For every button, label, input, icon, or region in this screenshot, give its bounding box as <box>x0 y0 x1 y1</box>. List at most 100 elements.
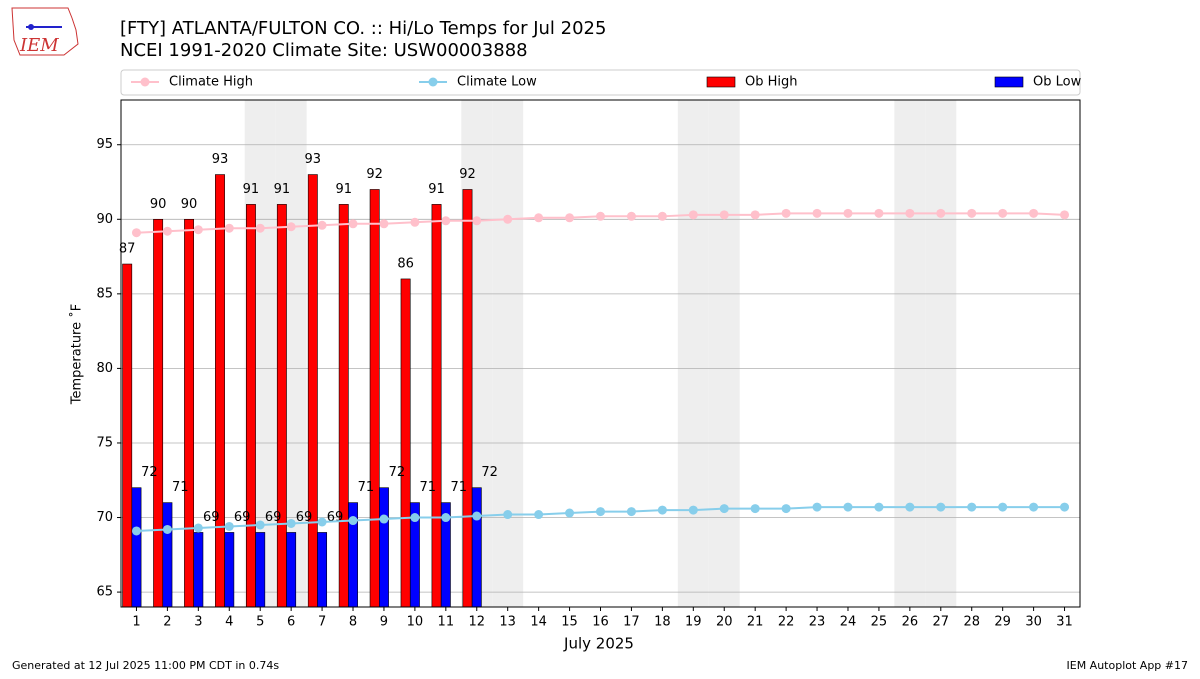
line-marker <box>750 210 760 220</box>
x-tick-label: 11 <box>438 615 455 630</box>
line-marker <box>874 502 884 512</box>
bar <box>462 189 473 608</box>
line-marker <box>812 502 822 512</box>
x-tick-label: 17 <box>623 615 640 630</box>
line-marker <box>905 208 915 218</box>
x-tick-label: 22 <box>778 615 795 630</box>
footer-left: Generated at 12 Jul 2025 11:00 PM CDT in… <box>12 659 279 672</box>
x-tick-label: 23 <box>809 615 826 630</box>
line-marker <box>967 502 977 512</box>
line-marker <box>534 510 544 520</box>
legend-swatch <box>428 77 438 87</box>
line-marker <box>193 523 203 533</box>
x-tick-label: 10 <box>407 615 424 630</box>
plot-frame <box>120 99 1081 608</box>
bar-value-label: 93 <box>305 152 322 167</box>
bar <box>245 204 256 608</box>
line-marker <box>410 513 420 523</box>
line-marker <box>441 513 451 523</box>
y-tick-label: 85 <box>96 286 113 301</box>
weekend-shade <box>925 100 957 607</box>
line-marker <box>534 213 544 223</box>
bar <box>193 532 204 608</box>
line-marker <box>843 502 853 512</box>
bar <box>184 218 194 608</box>
bar-value-label: 69 <box>203 510 220 525</box>
line-marker <box>503 214 513 224</box>
line-marker <box>317 220 327 230</box>
line-marker <box>688 505 698 515</box>
line-marker <box>224 521 234 531</box>
bar-value-label: 92 <box>366 167 383 182</box>
line-marker <box>998 208 1008 218</box>
line-marker <box>596 211 605 221</box>
line-marker <box>162 226 172 236</box>
line-marker <box>131 228 141 238</box>
x-tick-label: 1 <box>132 615 140 630</box>
logo: IEM <box>11 7 79 56</box>
line-marker <box>719 210 729 220</box>
bar-value-label: 91 <box>243 182 260 197</box>
bar <box>224 532 235 608</box>
bar-value-label: 69 <box>296 510 313 525</box>
bar-value-label: 71 <box>420 480 437 495</box>
logo-text: IEM <box>19 35 59 56</box>
x-tick-label: 7 <box>318 615 326 630</box>
bar-value-label: 91 <box>335 182 352 197</box>
bar-value-label: 72 <box>389 465 406 480</box>
bar <box>369 189 380 608</box>
line-marker <box>379 514 389 524</box>
line-marker <box>812 208 822 218</box>
weekend-shade <box>677 100 709 607</box>
line-marker <box>596 507 605 517</box>
bar <box>317 532 328 608</box>
bar-value-label: 90 <box>181 197 198 212</box>
legend-label: Climate High <box>169 75 253 90</box>
y-axis-label: Temperature ˚F <box>69 304 85 405</box>
x-tick-label: 3 <box>194 615 202 630</box>
bar-value-label: 91 <box>274 182 291 197</box>
line-marker <box>224 223 234 233</box>
weekend-shade <box>708 100 740 607</box>
bar-value-label: 69 <box>234 510 251 525</box>
bar <box>338 204 349 608</box>
x-tick-label: 9 <box>380 615 388 630</box>
bar <box>400 278 411 608</box>
bar <box>153 218 164 608</box>
x-tick-label: 15 <box>561 615 578 630</box>
bar-value-label: 86 <box>397 256 414 271</box>
chart-title: [FTY] ATLANTA/FULTON CO. :: Hi/Lo Temps … <box>120 18 606 39</box>
line-marker <box>131 526 141 536</box>
bar-value-label: 91 <box>428 182 445 197</box>
x-tick-label: 18 <box>654 615 671 630</box>
x-tick-label: 26 <box>902 615 919 630</box>
legend-label: Ob High <box>745 75 798 90</box>
legend-swatch <box>994 76 1024 88</box>
bar-value-label: 92 <box>459 167 476 182</box>
bar-value-label: 69 <box>265 510 282 525</box>
bar-value-label: 72 <box>141 465 158 480</box>
weekend-shade <box>492 100 524 607</box>
bar-value-label: 71 <box>450 480 467 495</box>
x-tick-label: 16 <box>592 615 609 630</box>
line-marker <box>255 223 265 233</box>
x-tick-label: 25 <box>871 615 888 630</box>
line-marker <box>410 217 420 227</box>
y-tick-label: 65 <box>96 585 113 600</box>
legend-label: Ob Low <box>1033 75 1082 90</box>
line-marker <box>255 520 265 530</box>
bar <box>286 532 297 608</box>
bar <box>307 174 318 608</box>
bar <box>162 502 173 608</box>
line-marker <box>286 222 296 232</box>
legend-swatch <box>140 77 150 87</box>
x-tick-label: 14 <box>530 615 547 630</box>
line-marker <box>317 517 327 527</box>
line-marker <box>1029 208 1039 218</box>
line-marker <box>1060 502 1070 512</box>
line-marker <box>936 502 946 512</box>
line-marker <box>626 507 636 517</box>
line-marker <box>657 211 667 221</box>
